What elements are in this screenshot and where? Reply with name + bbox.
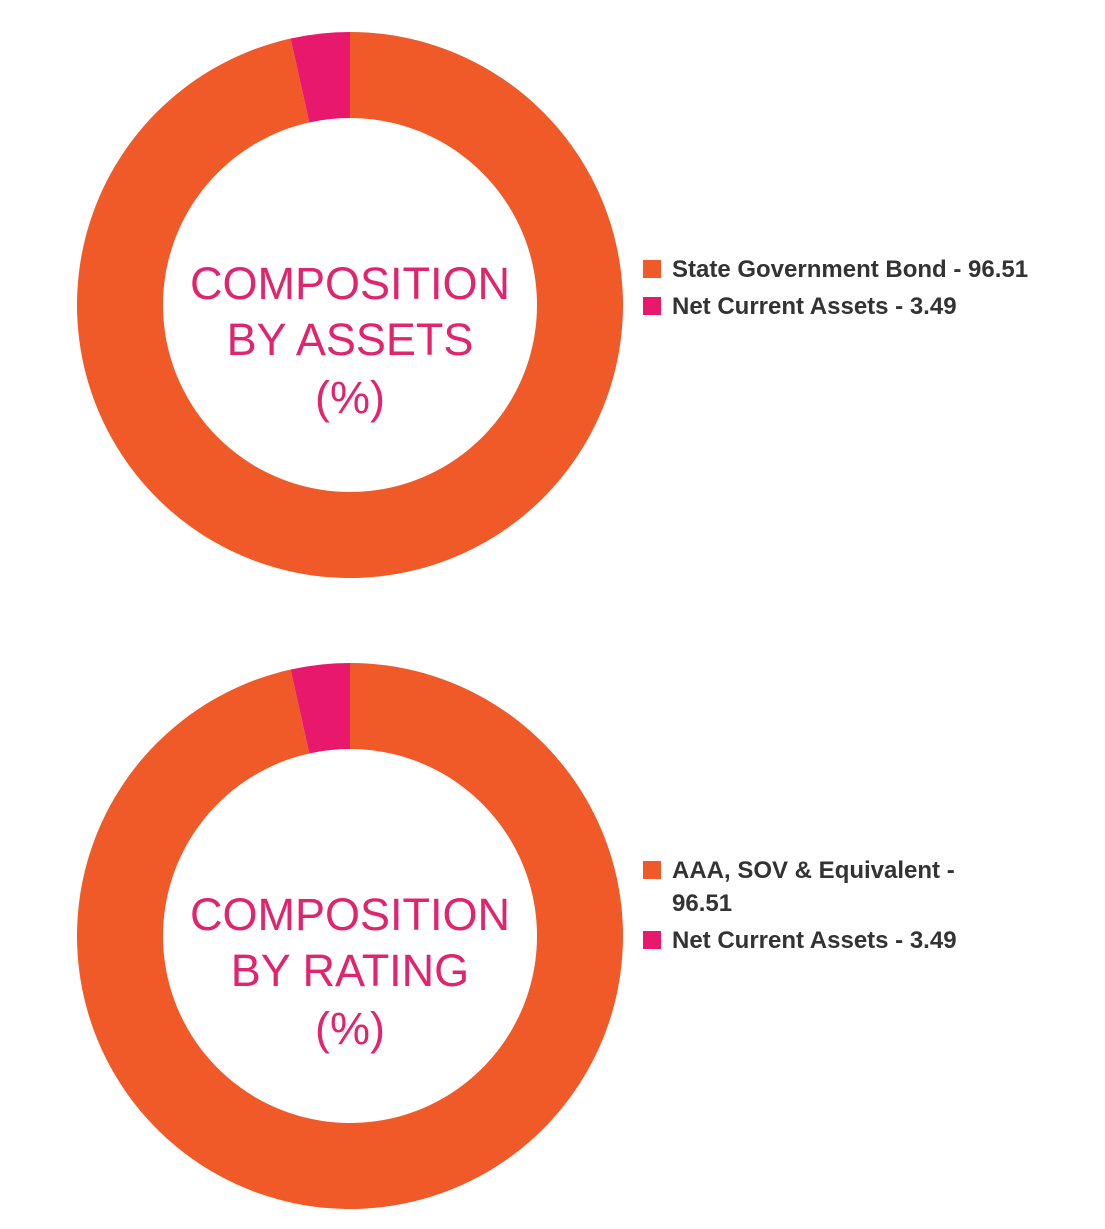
center-title-line-2: BY ASSETS xyxy=(227,314,474,365)
chart-center-title: COMPOSITION BY RATING (%) xyxy=(190,889,510,1054)
center-title-line-3: (%) xyxy=(315,1003,385,1054)
chart-center-title: COMPOSITION BY ASSETS (%) xyxy=(190,258,510,423)
composition-by-assets-chart: COMPOSITION BY ASSETS (%) State Governme… xyxy=(0,15,1105,579)
legend-swatch-orange xyxy=(643,861,661,879)
donut-slices xyxy=(77,663,624,1209)
donut-slice-state-government-bond xyxy=(77,32,624,579)
center-title-line-3: (%) xyxy=(315,372,385,423)
legend-item: Net Current Assets - 3.49 xyxy=(643,924,1093,957)
center-title-line-1: COMPOSITION xyxy=(190,889,510,940)
donut-chart-assets: COMPOSITION BY ASSETS (%) xyxy=(77,32,624,579)
donut-slices xyxy=(77,32,624,579)
donut-slice-aaa-sov-equivalent xyxy=(77,663,624,1209)
legend-label: State Government Bond - 96.51 xyxy=(672,256,1029,283)
legend-swatch-pink xyxy=(643,297,661,315)
center-title-line-1: COMPOSITION xyxy=(190,258,510,309)
legend-swatch-orange xyxy=(643,260,661,278)
legend-item: State Government Bond - 96.51 xyxy=(643,253,1093,286)
legend-item: Net Current Assets - 3.49 xyxy=(643,290,1093,323)
legend-swatch-pink xyxy=(643,931,661,949)
legend-item: AAA, SOV & Equivalent - 96.51 xyxy=(643,854,1093,920)
legend-label: AAA, SOV & Equivalent - 96.51 xyxy=(672,857,955,917)
center-title-line-2: BY RATING xyxy=(231,945,469,996)
donut-slice-net-current-assets xyxy=(290,32,350,123)
chart-legend: State Government Bond - 96.51 Net Curren… xyxy=(643,253,1093,327)
legend-label: Net Current Assets - 3.49 xyxy=(672,293,957,320)
donut-chart-rating: COMPOSITION BY RATING (%) xyxy=(77,663,624,1209)
chart-legend: AAA, SOV & Equivalent - 96.51 Net Curren… xyxy=(643,854,1093,961)
legend-label: Net Current Assets - 3.49 xyxy=(672,927,957,954)
donut-slice-net-current-assets xyxy=(290,663,350,754)
composition-by-rating-chart: COMPOSITION BY RATING (%) AAA, SOV & Equ… xyxy=(0,646,1105,1209)
